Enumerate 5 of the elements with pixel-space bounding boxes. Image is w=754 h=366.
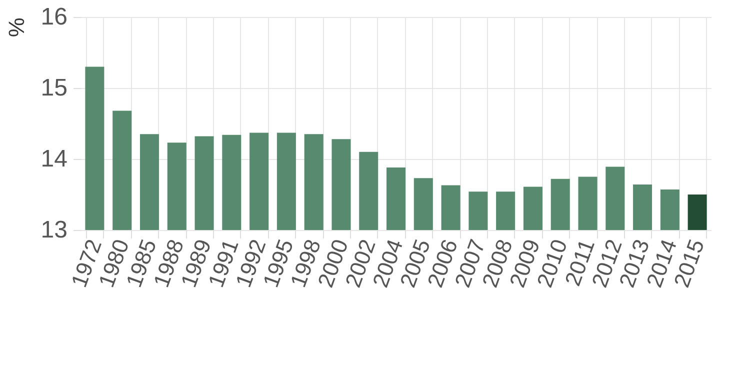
y-tick-label: 16 bbox=[40, 4, 68, 30]
y-tick-label: 14 bbox=[40, 146, 68, 172]
y-tick-label: 13 bbox=[40, 216, 68, 244]
y-tick-label: 15 bbox=[40, 74, 68, 102]
y-axis-title: % bbox=[4, 18, 29, 38]
